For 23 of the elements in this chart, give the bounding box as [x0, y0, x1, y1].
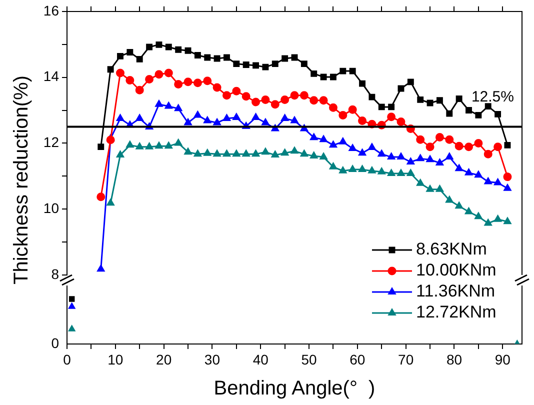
y-tick-label: 14: [43, 68, 60, 84]
x-tick-label: 10: [108, 351, 124, 368]
legend-label: 12.72KNm: [416, 302, 496, 322]
x-tick-label: 0: [63, 351, 72, 368]
x-axis-title: Bending Angle(° ): [214, 378, 376, 400]
y-tick-label: 10: [43, 200, 60, 216]
x-tick-label: 40: [252, 351, 269, 368]
y-tick-label: 12: [43, 134, 60, 150]
x-tick-label: 50: [301, 351, 318, 368]
ref-line-label: 12.5%: [471, 88, 514, 106]
x-tick-label: 60: [350, 351, 366, 368]
y-tick-label: 8: [51, 266, 60, 282]
x-tick-label: 30: [204, 351, 220, 368]
legend-label: 8.63KNm: [416, 240, 487, 259]
y-axis-title: Thickness reduction(%): [10, 76, 34, 284]
x-tick-label: 20: [156, 351, 172, 368]
x-tick-label: 90: [494, 351, 511, 368]
legend-label: 11.36KNm: [416, 282, 496, 301]
x-tick-label: 70: [398, 351, 414, 368]
legend-label: 10.00KNm: [416, 260, 496, 280]
text: 0: [51, 334, 60, 351]
x-tick-label: 80: [446, 351, 462, 368]
y-tick-label: 16: [43, 2, 60, 18]
